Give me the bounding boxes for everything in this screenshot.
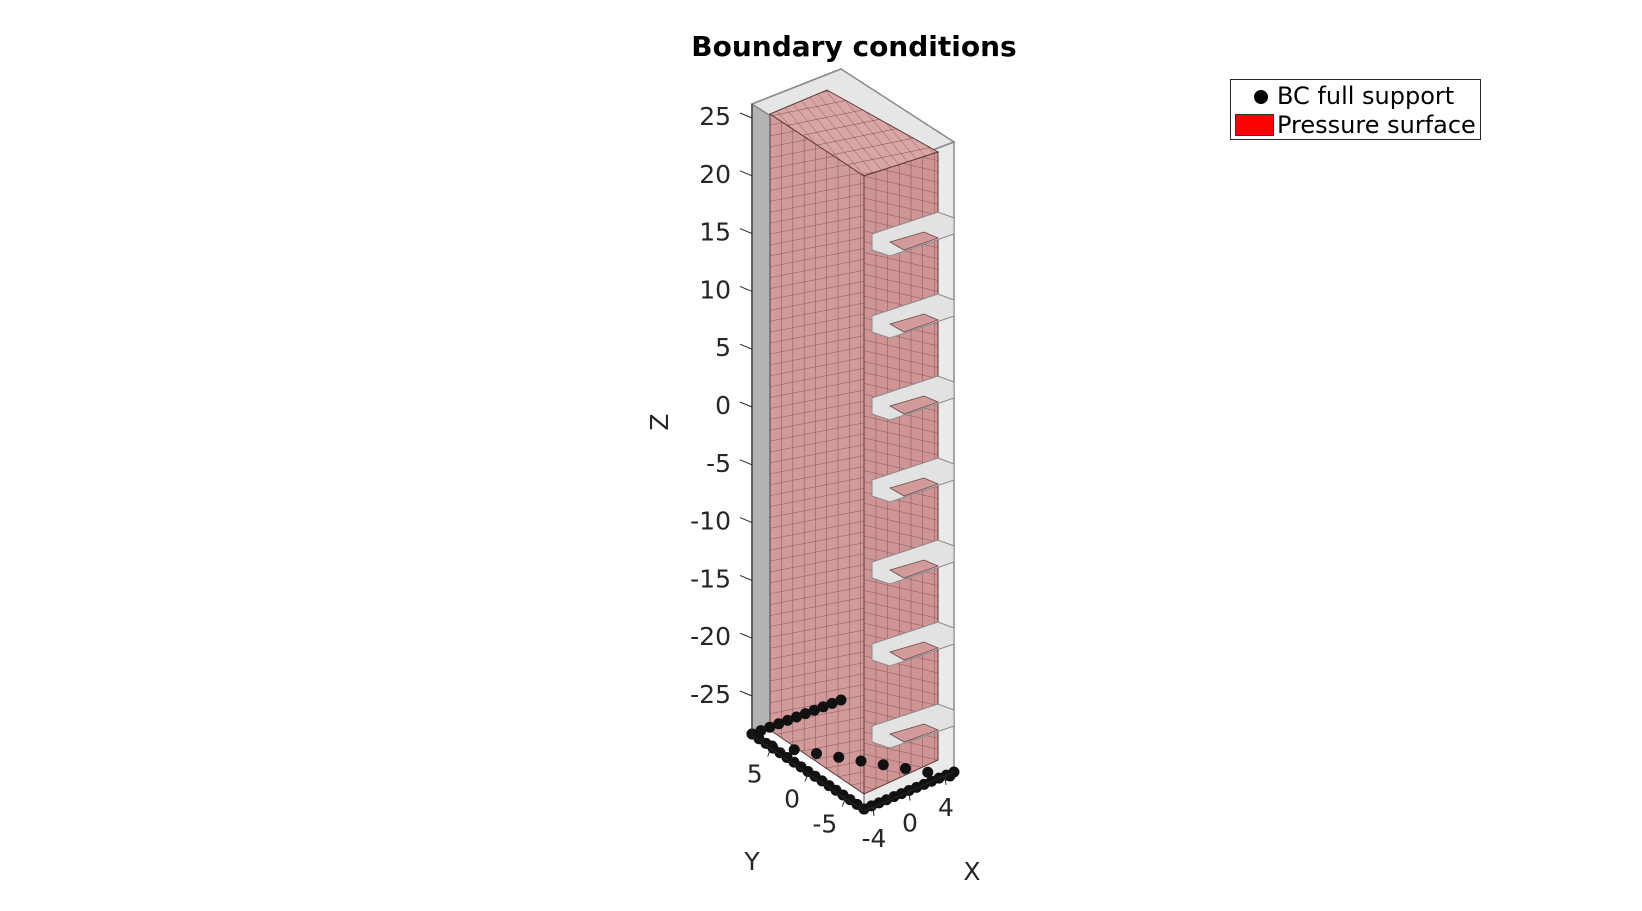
z-tick-label: -5 xyxy=(706,449,731,478)
z-tick-mark xyxy=(739,574,753,581)
y-tick-mark xyxy=(804,773,809,782)
bc-support-marker xyxy=(808,704,820,716)
z-tick-mark xyxy=(739,112,753,119)
legend: BC full support Pressure surface xyxy=(1230,79,1481,140)
y-tick-mark xyxy=(841,798,846,807)
x-tick-label: 4 xyxy=(938,793,954,822)
bc-support-marker xyxy=(835,694,847,706)
x-ticks: -4 04 xyxy=(862,775,954,853)
bc-support-marker xyxy=(766,740,778,752)
z-ticks: 25 20 15 10 5 0 -5 -10 -15 -20 -25 xyxy=(690,102,753,709)
x-tick-label: 0 xyxy=(902,809,918,838)
x-axis-label: X xyxy=(963,857,980,886)
notch-ledge xyxy=(888,313,940,333)
z-tick-mark xyxy=(739,170,753,177)
bc-support-marker xyxy=(900,763,911,774)
z-tick-mark xyxy=(739,228,753,235)
bc-support-marker xyxy=(799,708,811,720)
notch-cutouts xyxy=(871,211,955,749)
bc-support-marker xyxy=(833,751,845,763)
bc-support-marker xyxy=(764,721,776,733)
bc-support-marker xyxy=(788,744,800,756)
y-tick-label: 5 xyxy=(747,760,763,789)
z-tick-mark xyxy=(739,690,753,697)
bc-support-marker xyxy=(773,718,785,730)
legend-patch-icon xyxy=(1235,114,1274,136)
bc-support-marker xyxy=(782,714,794,726)
bc-support-marker xyxy=(922,766,934,778)
legend-entry-pressure-surface: Pressure surface xyxy=(1231,111,1480,140)
z-tick-mark xyxy=(739,632,753,639)
z-tick-mark xyxy=(739,343,753,350)
z-tick-label: 0 xyxy=(715,391,731,420)
notch-cutout xyxy=(871,703,955,749)
notch-cutout xyxy=(871,211,955,257)
bc-support-marker xyxy=(944,770,956,782)
legend-entry-bc-full-support: BC full support xyxy=(1231,82,1480,111)
y-ticks: -5 05 xyxy=(747,748,846,839)
z-axis: 25 20 15 10 5 0 -5 -10 -15 -20 -25 Z xyxy=(645,102,753,736)
z-tick-label: 5 xyxy=(715,333,731,362)
mesh-body xyxy=(768,89,955,795)
bc-support-marker xyxy=(855,755,867,767)
bc-support-marker xyxy=(826,697,838,709)
z-tick-label: 15 xyxy=(699,218,731,247)
notch-ledge xyxy=(888,723,940,743)
bc-support-marker xyxy=(755,725,767,737)
x-tick-label: -4 xyxy=(862,824,887,853)
y-axis: -5 05 Y xyxy=(743,735,865,876)
z-tick-mark xyxy=(739,517,753,524)
legend-label: Pressure surface xyxy=(1277,111,1476,139)
notch-ledge xyxy=(888,477,940,497)
notch-cutout xyxy=(871,293,955,339)
notch-cutout xyxy=(871,375,955,421)
z-tick-label: -15 xyxy=(690,564,731,593)
z-tick-label: -20 xyxy=(690,622,731,651)
notch-ledge xyxy=(888,559,940,579)
z-tick-mark xyxy=(739,459,753,466)
notch-cutout xyxy=(871,539,955,585)
chart-title: Boundary conditions xyxy=(691,30,1016,63)
y-tick-mark xyxy=(767,748,772,757)
z-tick-label: 25 xyxy=(699,102,731,131)
bc-support-marker xyxy=(791,711,802,723)
z-tick-label: -25 xyxy=(690,680,731,709)
z-tick-label: 10 xyxy=(699,275,731,304)
x-axis: -4 04 X xyxy=(862,771,981,886)
bc-support-marker xyxy=(817,701,829,713)
x-tick-mark xyxy=(872,807,875,817)
notch-ledge xyxy=(888,641,940,661)
y-axis-label: Y xyxy=(743,847,760,876)
z-axis-label: Z xyxy=(645,413,674,430)
z-tick-label: -10 xyxy=(690,507,731,536)
bc-support-marker xyxy=(811,748,822,759)
notch-cutout xyxy=(871,457,955,503)
x-tick-mark xyxy=(944,775,947,785)
x-tick-mark xyxy=(908,791,911,801)
y-tick-label: -5 xyxy=(812,810,837,839)
notch-cutout xyxy=(871,621,955,667)
mesh-front-face xyxy=(769,113,865,795)
legend-circle-icon xyxy=(1254,90,1268,104)
z-tick-mark xyxy=(739,285,753,292)
z-tick-label: 20 xyxy=(699,160,731,189)
legend-label: BC full support xyxy=(1277,82,1455,110)
bc-support-marker xyxy=(877,759,889,771)
y-tick-label: 0 xyxy=(784,785,800,814)
notch-ledge xyxy=(888,231,940,251)
notch-ledge xyxy=(888,395,940,415)
z-tick-mark xyxy=(739,401,753,408)
